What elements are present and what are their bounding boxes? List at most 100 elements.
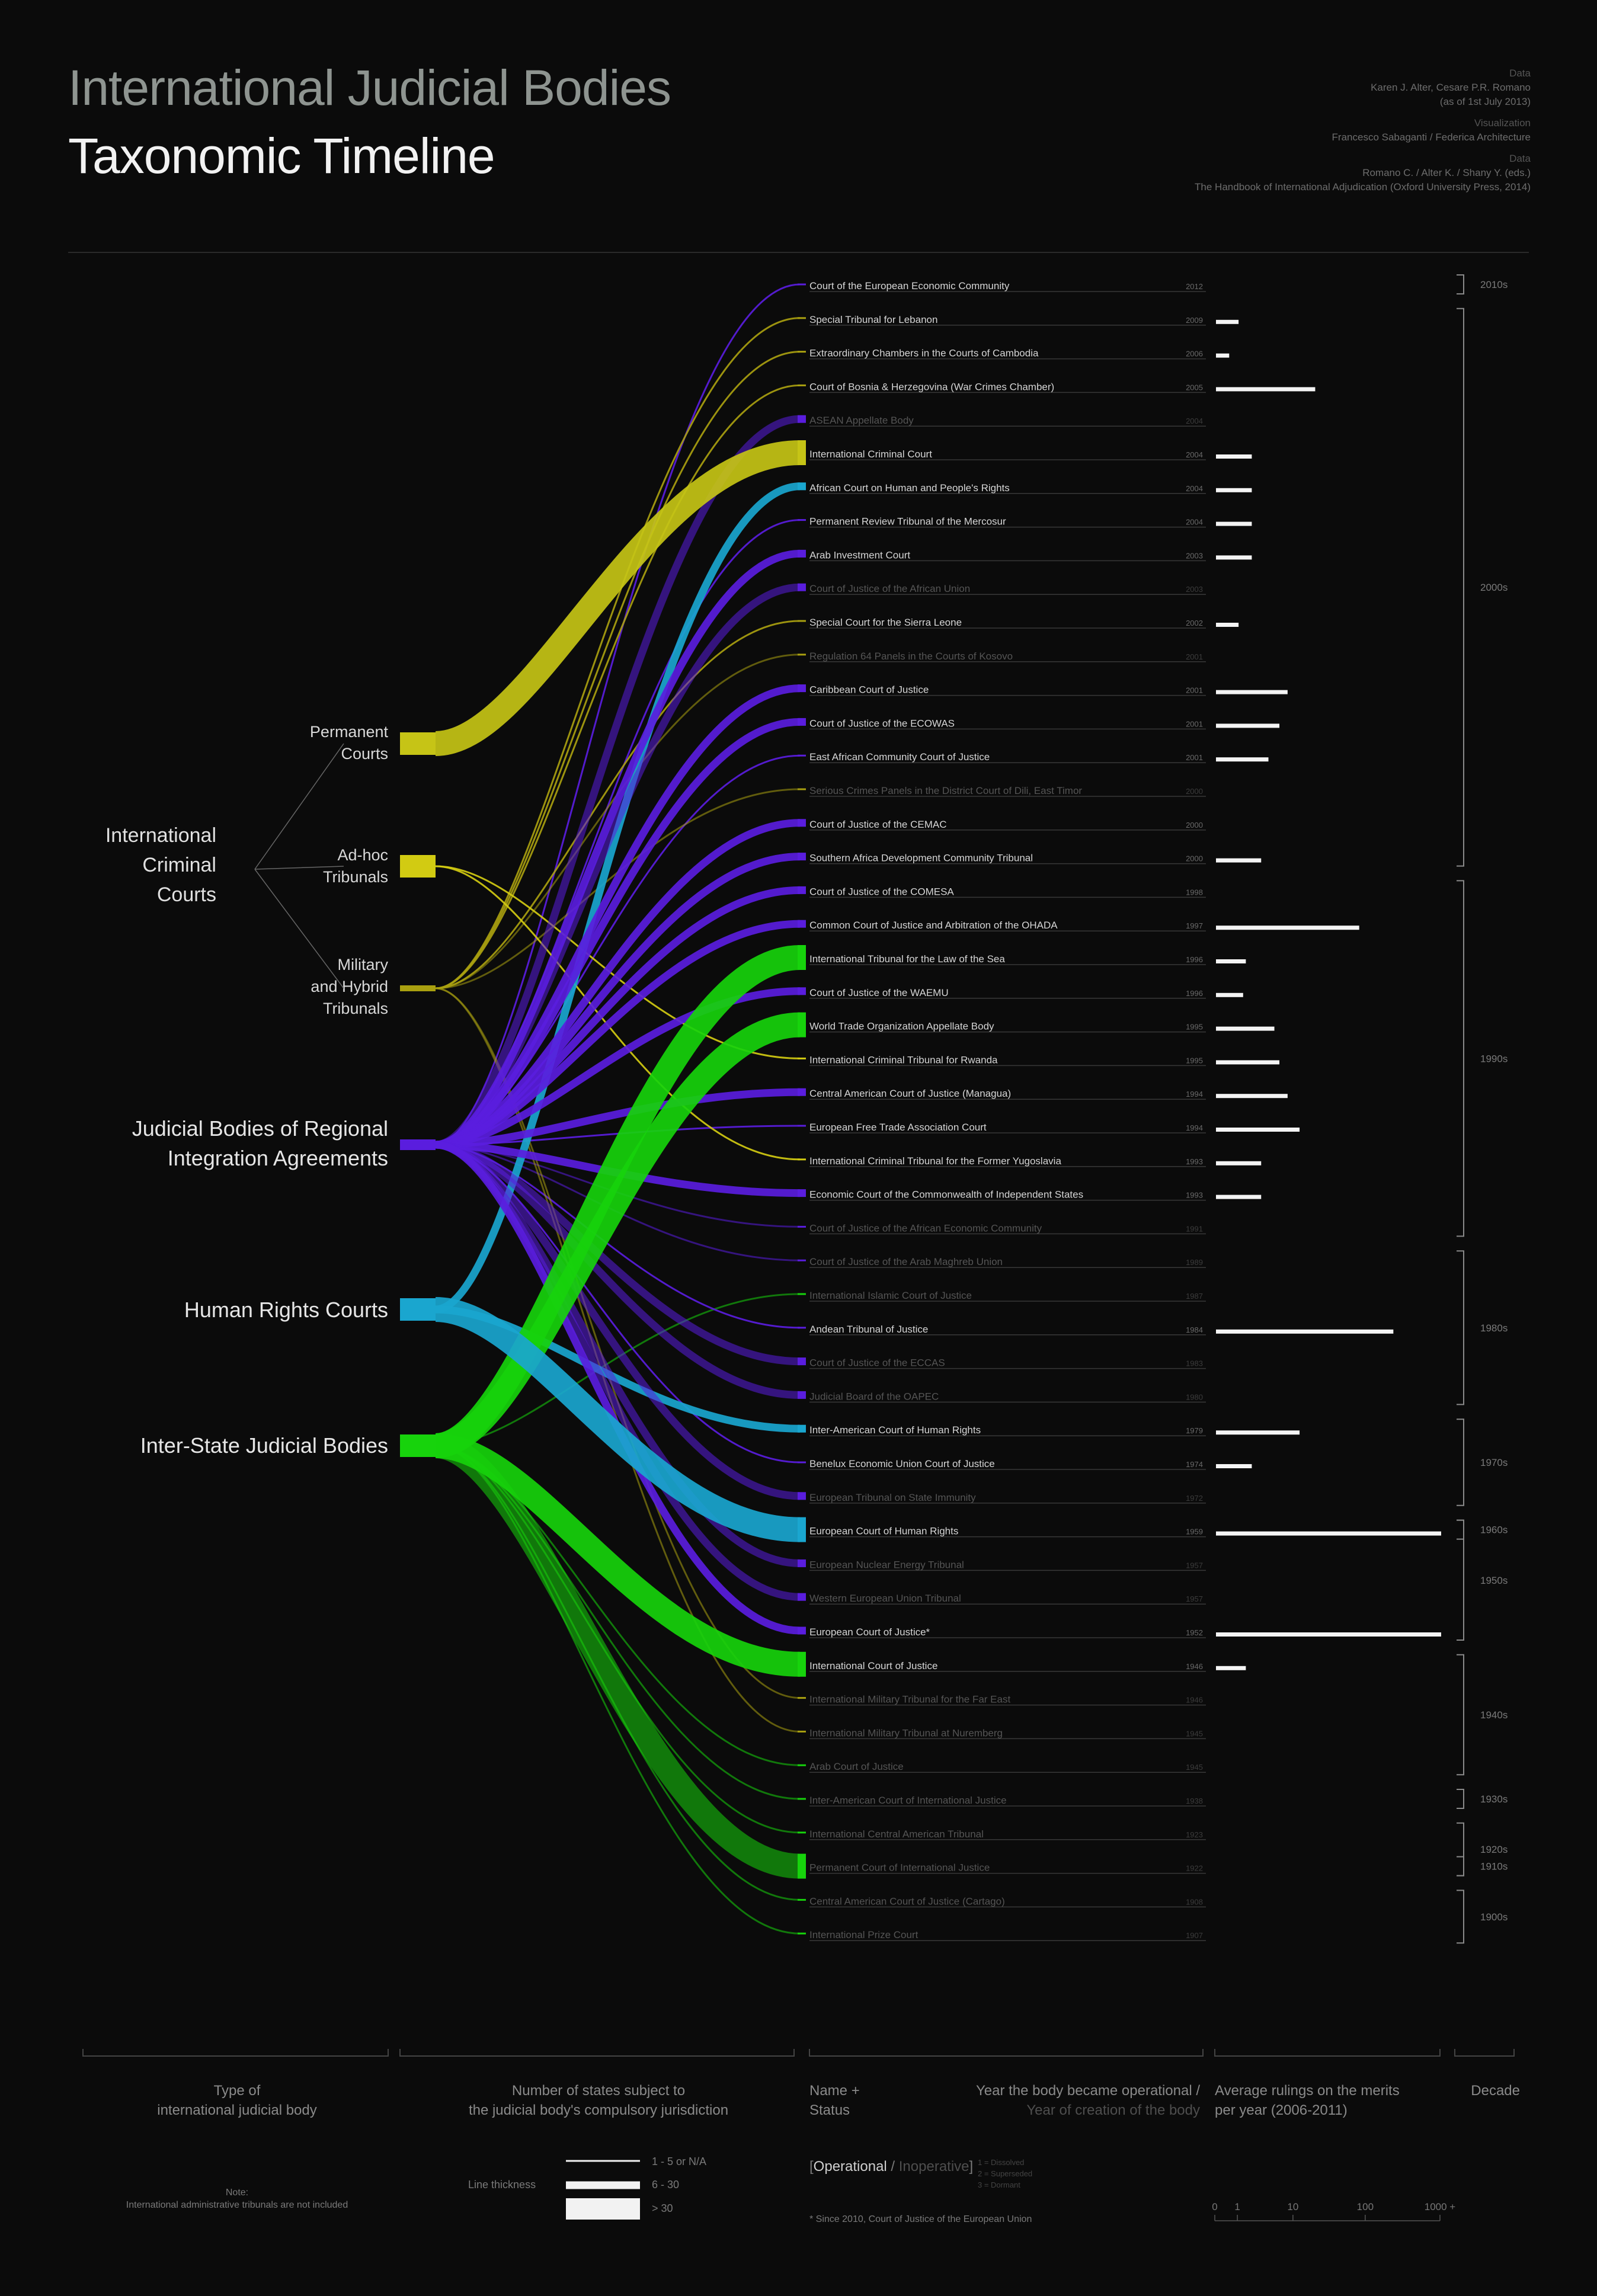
- body-name-label: Inter-American Court of Human Rights: [809, 1424, 981, 1436]
- axis-bracket: [809, 2049, 1204, 2057]
- axis-bracket: [82, 2049, 389, 2057]
- decade-bracket: [1457, 1519, 1464, 1540]
- rulings-bar: [1216, 1128, 1300, 1132]
- row-cap: [798, 788, 806, 790]
- body-name-label: Arab Investment Court: [809, 549, 910, 561]
- category-source-block: [400, 732, 436, 755]
- decade-bracket: [1457, 1519, 1464, 1641]
- rulings-bar: [1216, 757, 1269, 762]
- category-label-regional: Judicial Bodies of Regional Integration …: [132, 1116, 388, 1170]
- body-year-label: 1957: [1186, 1561, 1203, 1570]
- body-name-label: Economic Court of the Commonwealth of In…: [809, 1189, 1083, 1200]
- category-source-block: [400, 1139, 436, 1150]
- axis-label-rulings: Average rulings on the merits per year (…: [1215, 2083, 1400, 2118]
- axis-bracket: [399, 2049, 795, 2057]
- body-year-label: 1996: [1186, 955, 1203, 964]
- flow-path: [435, 1141, 801, 1399]
- row-cap: [798, 519, 806, 521]
- legend-thickness-large: > 30: [652, 2202, 673, 2214]
- rulings-bar: [1216, 1195, 1262, 1199]
- body-year-label: 1980: [1186, 1392, 1203, 1401]
- body-name-label: Special Tribunal for Lebanon: [809, 314, 937, 325]
- body-name-label: Judicial Board of the OAPEC: [809, 1391, 939, 1402]
- category-source-block: [400, 985, 436, 991]
- rulings-bar: [1216, 1161, 1262, 1165]
- category-label-icc: International Criminal Courts: [105, 824, 216, 906]
- credit-source: Data Romano C. / Alter K. / Shany Y. (ed…: [997, 152, 1531, 194]
- decade-label: 1980s: [1480, 1322, 1508, 1334]
- body-year-label: 2000: [1186, 854, 1203, 863]
- body-year-label: 1984: [1186, 1325, 1203, 1334]
- row-cap: [798, 283, 806, 286]
- rulings-bar: [1216, 1430, 1300, 1435]
- body-name-label: Central American Court of Justice (Carta…: [809, 1895, 1005, 1907]
- rulings-bar: [1216, 555, 1252, 560]
- body-year-label: 1997: [1186, 921, 1203, 930]
- body-year-label: 2002: [1186, 619, 1203, 627]
- legend-footnote: * Since 2010, Court of Justice of the Eu…: [809, 2214, 1032, 2224]
- axis-label-year-operational: Year the body became operational /: [975, 2083, 1200, 2099]
- rulings-bar: [1216, 1464, 1252, 1468]
- row-cap: [798, 1088, 806, 1096]
- body-year-label: 2001: [1186, 719, 1203, 728]
- credit-line: (as of 1st July 2013): [1439, 96, 1531, 107]
- row-cap: [798, 654, 806, 656]
- body-name-label: Extraordinary Chambers in the Courts of …: [809, 348, 1039, 359]
- row-cap: [798, 317, 806, 319]
- legend-thickness-sample: [566, 2181, 640, 2189]
- flow-path: [434, 1012, 801, 1458]
- legend-status-inoperative: Inoperative: [898, 2159, 969, 2175]
- row-cap: [798, 1158, 806, 1161]
- rulings-bar: [1216, 992, 1243, 997]
- row-cap: [798, 583, 806, 591]
- row-cap: [798, 1651, 806, 1677]
- body-name-label: Court of Justice of the COMESA: [809, 886, 954, 897]
- row-cap: [798, 1559, 806, 1567]
- row-cap: [798, 1357, 806, 1366]
- row-cap: [798, 1057, 806, 1059]
- decade-label: 1910s: [1480, 1861, 1508, 1872]
- body-name-label: Common Court of Justice and Arbitration …: [809, 920, 1058, 931]
- flow-path: [434, 440, 801, 756]
- body-year-label: 2003: [1186, 551, 1203, 560]
- body-year-label: 2004: [1186, 518, 1203, 527]
- category-label-interstate: Inter-State Judicial Bodies: [140, 1433, 388, 1458]
- decade-bracket: [1457, 1250, 1464, 1405]
- body-name-label: International Prize Court: [809, 1929, 918, 1940]
- rulings-bar: [1216, 319, 1239, 324]
- rulings-bar: [1216, 1026, 1275, 1031]
- flow-path: [435, 317, 801, 990]
- decade-bracket: [1457, 1822, 1464, 1876]
- legend-status-operational: Operational: [813, 2159, 887, 2175]
- row-cap: [798, 440, 806, 465]
- body-name-label: International Military Tribunal for the …: [809, 1694, 1010, 1705]
- rulings-bar: [1216, 858, 1262, 863]
- axis-label-states: Number of states subject to the judicial…: [468, 2083, 729, 2118]
- flow-path: [435, 384, 801, 990]
- body-name-label: Court of Justice of the CEMAC: [809, 819, 946, 830]
- body-name-label: International Islamic Court of Justice: [809, 1290, 972, 1301]
- body-year-label: 1945: [1186, 1729, 1203, 1738]
- flow-path: [434, 1433, 801, 1879]
- legend-thickness-sample: [566, 2198, 640, 2220]
- row-cap: [798, 1293, 806, 1295]
- row-cap: [798, 549, 806, 558]
- body-name-label: Benelux Economic Union Court of Justice: [809, 1458, 995, 1469]
- rulings-scale-tick-label: 1: [1234, 2201, 1240, 2212]
- body-year-label: 2004: [1186, 417, 1203, 425]
- row-cap: [798, 1730, 806, 1733]
- rulings-bar: [1216, 387, 1316, 392]
- body-name-label: European Court of Justice*: [809, 1626, 930, 1638]
- flow-path: [435, 1445, 801, 1834]
- body-year-label: 1952: [1186, 1628, 1203, 1637]
- row-cap: [798, 1798, 806, 1800]
- body-year-label: 2001: [1186, 753, 1203, 762]
- row-cap: [798, 718, 806, 726]
- page-subtitle: Taxonomic Timeline: [68, 128, 495, 184]
- legend-thickness-small: 1 - 5 or N/A: [652, 2156, 707, 2167]
- axis-label-type: Type of international judicial body: [157, 2083, 317, 2118]
- body-name-label: Western European Union Tribunal: [809, 1593, 961, 1604]
- body-year-label: 1972: [1186, 1494, 1203, 1503]
- credit-line: Francesco Sabaganti / Federica Architect…: [1332, 132, 1531, 143]
- legend-thickness-sample: [566, 2160, 640, 2162]
